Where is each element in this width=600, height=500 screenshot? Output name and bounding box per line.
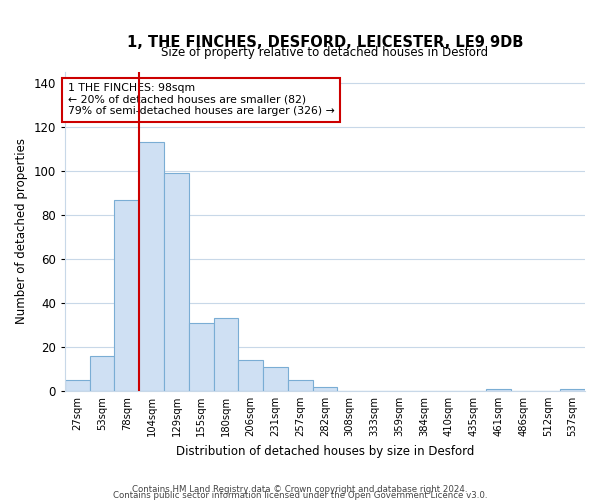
- Text: Contains HM Land Registry data © Crown copyright and database right 2024.: Contains HM Land Registry data © Crown c…: [132, 484, 468, 494]
- Bar: [189, 322, 214, 391]
- Text: 1 THE FINCHES: 98sqm
← 20% of detached houses are smaller (82)
79% of semi-detac: 1 THE FINCHES: 98sqm ← 20% of detached h…: [68, 83, 334, 116]
- Bar: [263, 366, 288, 391]
- X-axis label: Distribution of detached houses by size in Desford: Distribution of detached houses by size …: [176, 444, 474, 458]
- Bar: [65, 380, 90, 391]
- Y-axis label: Number of detached properties: Number of detached properties: [15, 138, 28, 324]
- Text: Size of property relative to detached houses in Desford: Size of property relative to detached ho…: [161, 46, 488, 59]
- Title: 1, THE FINCHES, DESFORD, LEICESTER, LE9 9DB: 1, THE FINCHES, DESFORD, LEICESTER, LE9 …: [127, 35, 523, 50]
- Bar: [486, 388, 511, 391]
- Bar: [214, 318, 238, 391]
- Bar: [139, 142, 164, 391]
- Bar: [164, 173, 189, 391]
- Text: Contains public sector information licensed under the Open Government Licence v3: Contains public sector information licen…: [113, 490, 487, 500]
- Bar: [560, 388, 585, 391]
- Bar: [313, 386, 337, 391]
- Bar: [288, 380, 313, 391]
- Bar: [115, 200, 139, 391]
- Bar: [90, 356, 115, 391]
- Bar: [238, 360, 263, 391]
